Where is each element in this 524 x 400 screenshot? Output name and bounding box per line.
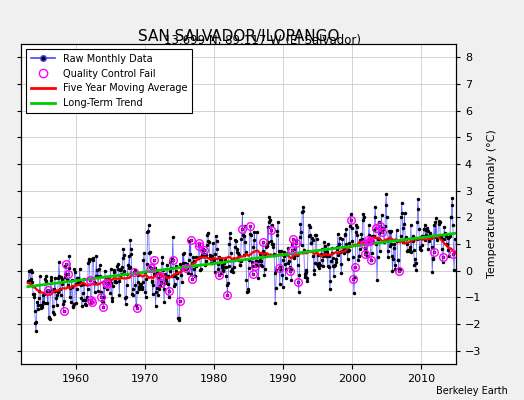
Text: Berkeley Earth: Berkeley Earth [436,386,508,396]
Y-axis label: Temperature Anomaly (°C): Temperature Anomaly (°C) [487,130,497,278]
Legend: Raw Monthly Data, Quality Control Fail, Five Year Moving Average, Long-Term Tren: Raw Monthly Data, Quality Control Fail, … [26,49,192,113]
Title: SAN SALVADOR/ILOPANGO: SAN SALVADOR/ILOPANGO [138,29,339,44]
Text: 13.699 N, 89.117 W (El Salvador): 13.699 N, 89.117 W (El Salvador) [163,34,361,47]
